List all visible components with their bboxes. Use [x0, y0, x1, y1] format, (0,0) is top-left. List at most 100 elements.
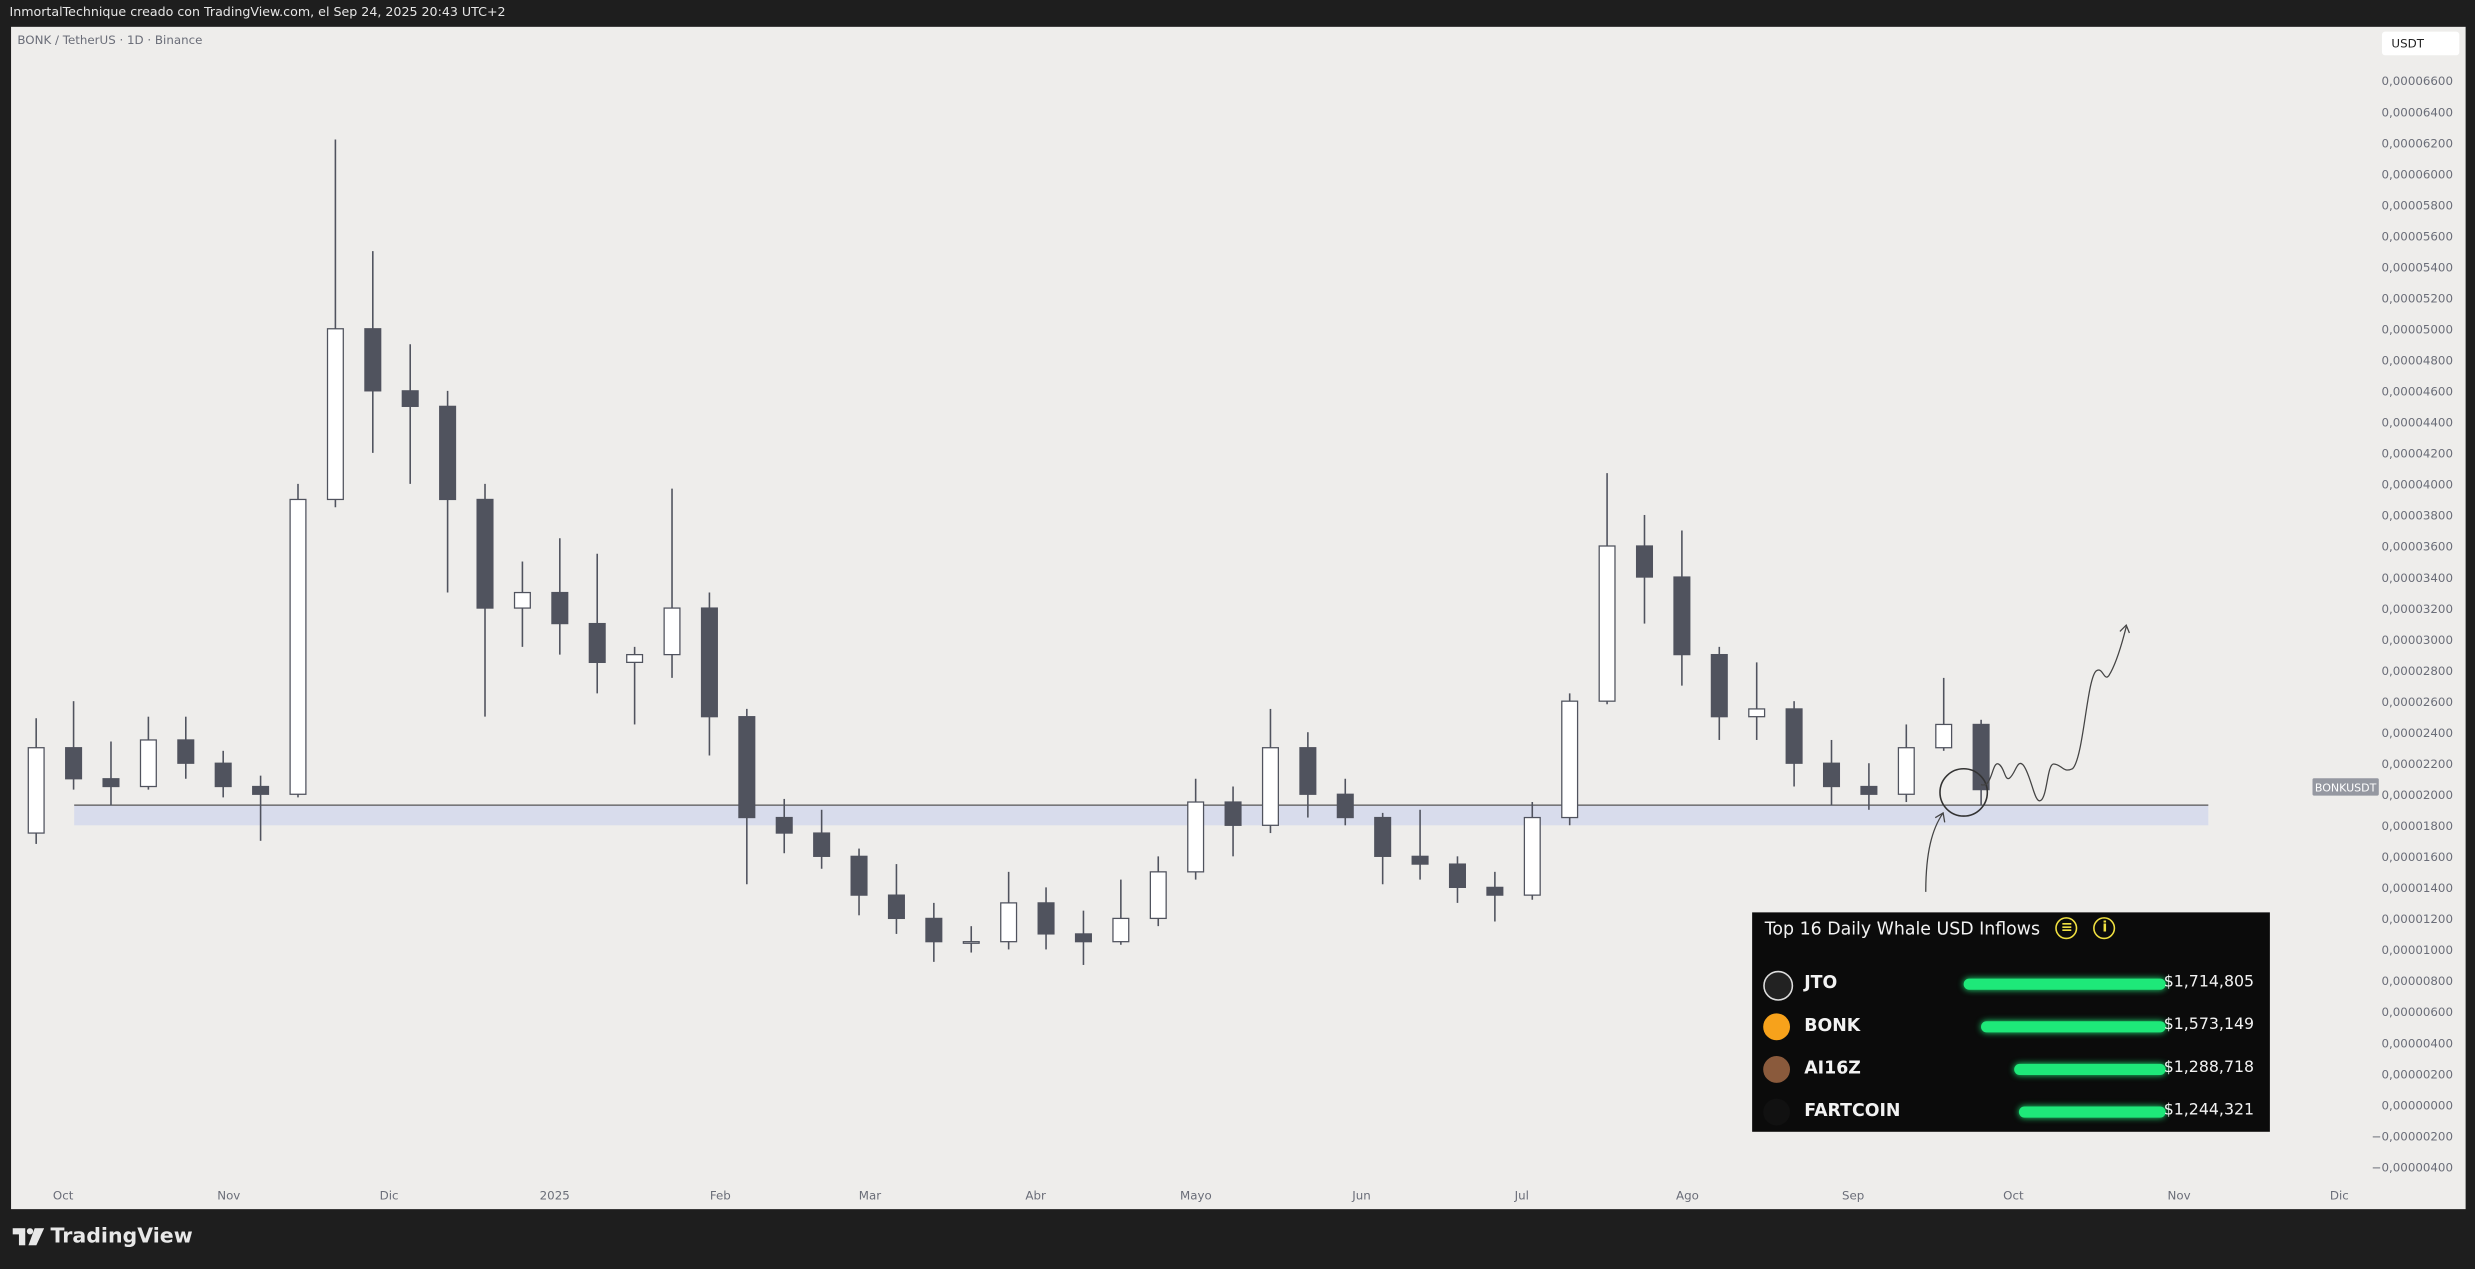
- candle[interactable]: [1897, 724, 1915, 803]
- price-tick-label: 0,00004800: [2381, 354, 2452, 368]
- candle[interactable]: [1374, 812, 1392, 885]
- candle[interactable]: [1074, 910, 1092, 965]
- candle[interactable]: [1224, 786, 1242, 857]
- candle[interactable]: [1935, 677, 1953, 751]
- candle[interactable]: [1822, 739, 1841, 806]
- projection-path[interactable]: [1980, 626, 2127, 802]
- candle[interactable]: [925, 902, 943, 962]
- candle[interactable]: [1748, 662, 1766, 740]
- candle[interactable]: [1561, 693, 1579, 826]
- whale-row[interactable]: AI16Z $1,288,718: [1752, 1053, 2270, 1085]
- candle[interactable]: [1598, 473, 1616, 705]
- candle[interactable]: [401, 344, 419, 484]
- tradingview-logo[interactable]: TradingView: [12, 1225, 193, 1249]
- pointer-arrow[interactable]: [1925, 812, 1944, 892]
- candle[interactable]: [738, 708, 756, 885]
- candle-body: [102, 778, 120, 788]
- filter-icon[interactable]: ≡: [2055, 917, 2078, 940]
- candle[interactable]: [1000, 871, 1018, 950]
- candle[interactable]: [700, 592, 718, 756]
- candle[interactable]: [27, 718, 45, 844]
- support-zone[interactable]: [74, 805, 2209, 826]
- price-tick-label: 0,00003600: [2381, 540, 2452, 554]
- price-tick-label: 0,00005200: [2381, 291, 2452, 305]
- candle-body: [1822, 762, 1841, 788]
- candle[interactable]: [1635, 514, 1654, 624]
- candle-body: [1374, 816, 1392, 857]
- candle[interactable]: [1149, 856, 1167, 927]
- pointer-arrow-head: [1934, 811, 1946, 823]
- candle[interactable]: [65, 701, 83, 790]
- time-tick-label: Nov: [2168, 1189, 2191, 1203]
- candle[interactable]: [962, 926, 980, 953]
- candle-body: [1523, 816, 1541, 896]
- candle[interactable]: [476, 483, 494, 717]
- candle[interactable]: [588, 553, 606, 694]
- symbol-legend[interactable]: BONK / TetherUS · 1D · Binance: [17, 33, 203, 48]
- candle[interactable]: [1785, 701, 1803, 787]
- whale-row[interactable]: BONK $1,573,149: [1752, 1010, 2270, 1042]
- candle-body: [1149, 871, 1167, 920]
- candle[interactable]: [252, 775, 270, 841]
- candle[interactable]: [1261, 708, 1279, 834]
- candle[interactable]: [775, 798, 793, 854]
- candle[interactable]: [1486, 871, 1504, 922]
- candle-body: [775, 816, 793, 834]
- candle-body: [1935, 723, 1953, 749]
- candle[interactable]: [1448, 856, 1467, 903]
- candle[interactable]: [626, 646, 644, 725]
- whale-row[interactable]: FARTCOIN $1,244,321: [1752, 1095, 2270, 1127]
- coin-icon: [1763, 1013, 1791, 1041]
- candle-body: [1972, 723, 1990, 791]
- inflow-value: $1,714,805: [2163, 973, 2255, 992]
- candle[interactable]: [139, 716, 157, 790]
- price-tick-label: 0,00001600: [2381, 850, 2452, 864]
- candle[interactable]: [1037, 887, 1055, 950]
- candle[interactable]: [1299, 732, 1317, 818]
- candle[interactable]: [1710, 646, 1728, 740]
- candle[interactable]: [177, 716, 195, 779]
- currency-button[interactable]: USDT: [2381, 31, 2460, 56]
- candle-body: [1860, 785, 1878, 795]
- time-axis[interactable]: Oct Nov Dic 2025 Feb Mar Abr Mayo Jun Jul Ago Sep Oc…: [53, 1189, 2349, 1203]
- candle[interactable]: [513, 561, 531, 647]
- candle[interactable]: [663, 488, 681, 678]
- candle[interactable]: [364, 251, 382, 453]
- whale-row[interactable]: JTO $1,714,805: [1752, 968, 2270, 1001]
- candle[interactable]: [102, 741, 120, 806]
- coin-name: BONK: [1804, 1014, 1861, 1036]
- candle[interactable]: [439, 390, 457, 593]
- time-tick-label: Dic: [2330, 1189, 2349, 1203]
- time-tick-label: Ago: [1676, 1189, 1699, 1203]
- candle[interactable]: [1860, 763, 1878, 810]
- candle[interactable]: [214, 750, 232, 798]
- inflow-bar: [2019, 1106, 2166, 1118]
- tradingview-logo-icon: [12, 1228, 45, 1246]
- candle-body: [1561, 700, 1579, 819]
- candle[interactable]: [1411, 809, 1429, 880]
- candle[interactable]: [1187, 778, 1205, 880]
- info-icon[interactable]: i: [2093, 917, 2116, 940]
- candle[interactable]: [850, 848, 868, 916]
- candle-body: [139, 739, 157, 788]
- candle[interactable]: [813, 809, 831, 869]
- candle[interactable]: [1673, 530, 1691, 686]
- candle-body: [476, 498, 494, 609]
- price-tick-label: 0,00000800: [2381, 974, 2452, 988]
- candle-body: [1897, 747, 1915, 795]
- highlight-circle[interactable]: [1939, 767, 1989, 817]
- time-tick-label: Feb: [710, 1189, 731, 1203]
- candle[interactable]: [887, 864, 905, 934]
- projection-arrow-head: [2119, 623, 2130, 634]
- time-tick-label: Abr: [1025, 1189, 1046, 1203]
- candle[interactable]: [289, 483, 307, 798]
- candle[interactable]: [1112, 879, 1130, 945]
- candle[interactable]: [326, 139, 344, 508]
- candle-body: [962, 941, 980, 944]
- candle[interactable]: [1336, 778, 1354, 826]
- price-axis[interactable]: 0,00006600 0,00006400 0,00006200 0,00006000…: [2372, 74, 2453, 1174]
- candle[interactable]: [551, 538, 569, 655]
- candle[interactable]: [1523, 802, 1541, 900]
